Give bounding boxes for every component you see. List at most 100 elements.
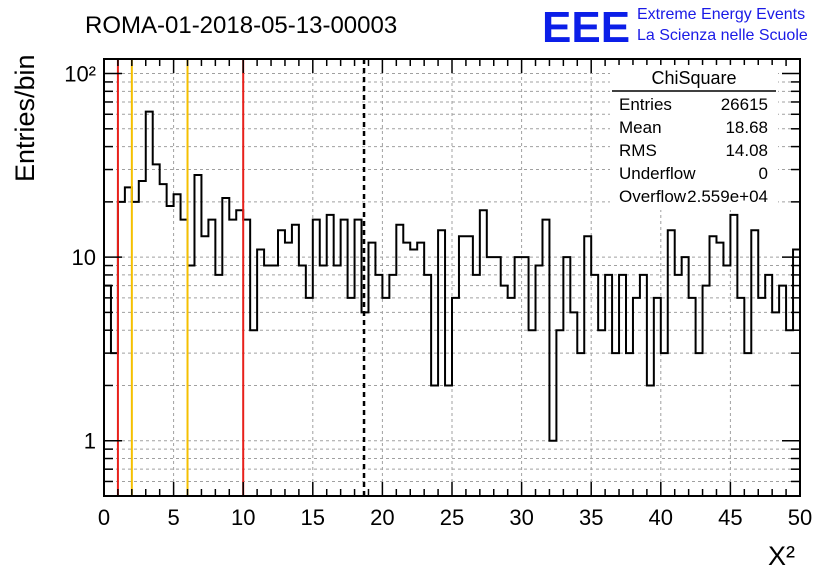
histogram-bin bbox=[772, 312, 779, 496]
histogram-bin bbox=[167, 206, 174, 496]
histogram-bin bbox=[375, 275, 382, 496]
histogram-bin bbox=[271, 266, 278, 496]
histogram-bin bbox=[549, 441, 556, 496]
histogram bbox=[104, 110, 800, 496]
histogram-bin bbox=[417, 243, 424, 496]
histogram-bin bbox=[654, 298, 661, 496]
histogram-bin bbox=[125, 187, 132, 496]
histogram-bin bbox=[758, 298, 765, 496]
histogram-bin bbox=[668, 230, 675, 496]
histogram-bin bbox=[689, 298, 696, 496]
histogram-bin bbox=[640, 275, 647, 496]
x-tick-label: 30 bbox=[509, 505, 533, 530]
histogram-bin bbox=[327, 215, 334, 496]
histogram-bin bbox=[201, 236, 208, 496]
histogram-bin bbox=[445, 385, 452, 496]
histogram-bin bbox=[779, 286, 786, 496]
histogram-bin bbox=[480, 210, 487, 496]
y-tick-label: 10² bbox=[64, 62, 96, 87]
x-axis-title: X² bbox=[768, 541, 795, 571]
histogram-bin bbox=[633, 298, 640, 496]
histogram-bin bbox=[229, 220, 236, 496]
histogram-bin bbox=[257, 250, 264, 496]
histogram-bin bbox=[139, 181, 146, 496]
histogram-bin bbox=[459, 236, 466, 496]
reference-lines bbox=[116, 59, 366, 496]
x-tick-label: 15 bbox=[301, 505, 325, 530]
histogram-bin bbox=[243, 220, 250, 496]
histogram-steps bbox=[104, 110, 800, 442]
histogram-bin bbox=[389, 275, 396, 496]
x-tick-label: 40 bbox=[649, 505, 673, 530]
y-tick-label: 10 bbox=[72, 245, 96, 270]
histogram-bin bbox=[710, 236, 717, 496]
eee-logo: EEE bbox=[542, 3, 630, 52]
histogram-bin bbox=[341, 220, 348, 496]
histogram-bin bbox=[675, 275, 682, 496]
eee-logo-line1: Extreme Energy Events bbox=[637, 6, 805, 23]
histogram-bin bbox=[396, 225, 403, 496]
axis-ticks: 0 5 10 15 20 25 30 35 40 45 50 1 10 10² bbox=[64, 59, 812, 530]
histogram-bin bbox=[174, 194, 181, 496]
stats-label-mean: Mean bbox=[619, 118, 662, 137]
histogram-bin bbox=[278, 230, 285, 496]
histogram-bin bbox=[334, 266, 341, 496]
x-tick-label: 10 bbox=[231, 505, 255, 530]
histogram-bin bbox=[737, 298, 744, 496]
histogram-bin bbox=[536, 266, 543, 496]
stats-label-rms: RMS bbox=[619, 141, 657, 160]
histogram-bin bbox=[723, 266, 730, 496]
y-axis-title: Entries/bin bbox=[10, 54, 40, 182]
histogram-bin bbox=[313, 220, 320, 496]
stats-value-mean: 18.68 bbox=[725, 118, 768, 137]
histogram-bin bbox=[515, 257, 522, 496]
stats-value-entries: 26615 bbox=[721, 95, 768, 114]
histogram-bin bbox=[208, 220, 215, 496]
histogram-bin bbox=[236, 210, 243, 496]
histogram-bin bbox=[382, 298, 389, 496]
histogram-bin bbox=[591, 275, 598, 496]
histogram-bin bbox=[619, 275, 626, 496]
histogram-bin bbox=[696, 353, 703, 496]
histogram-bin bbox=[501, 286, 508, 496]
histogram-bin bbox=[194, 175, 201, 496]
histogram-bin bbox=[716, 243, 723, 496]
histogram-bin bbox=[250, 330, 257, 496]
histogram-bin bbox=[188, 266, 195, 496]
histogram-bin bbox=[146, 112, 153, 496]
histogram-bin bbox=[598, 330, 605, 496]
histogram-bin bbox=[730, 215, 737, 496]
histogram-bin bbox=[542, 220, 549, 496]
run-title: ROMA-01-2018-05-13-00003 bbox=[85, 12, 397, 39]
histogram-bin bbox=[292, 225, 299, 496]
histogram-bin bbox=[111, 353, 118, 496]
histogram-bin bbox=[299, 266, 306, 496]
x-tick-label: 25 bbox=[440, 505, 464, 530]
histogram-bin bbox=[612, 353, 619, 496]
histogram-bin bbox=[487, 257, 494, 496]
histogram-bin bbox=[647, 385, 654, 496]
histogram-bin bbox=[522, 257, 529, 496]
histogram-bin bbox=[104, 286, 111, 496]
histogram-bin bbox=[584, 236, 591, 496]
stats-value-rms: 14.08 bbox=[725, 141, 768, 160]
histogram-bin bbox=[403, 243, 410, 496]
x-tick-label: 45 bbox=[718, 505, 742, 530]
histogram-bin bbox=[570, 312, 577, 496]
histogram-bin bbox=[264, 266, 271, 496]
histogram-bin bbox=[563, 257, 570, 496]
x-tick-label: 35 bbox=[579, 505, 603, 530]
histogram-bin bbox=[765, 275, 772, 496]
histogram-bin bbox=[431, 385, 438, 496]
histogram-bin bbox=[605, 275, 612, 496]
stats-label-overflow: Overflow bbox=[619, 187, 687, 206]
histogram-bin bbox=[529, 330, 536, 496]
histogram-bin bbox=[577, 353, 584, 496]
histogram-bin bbox=[786, 330, 793, 496]
histogram-bin bbox=[466, 236, 473, 496]
stats-box: ChiSquare Entries 26615 Mean 18.68 RMS 1… bbox=[610, 65, 778, 210]
histogram-bin bbox=[508, 298, 515, 496]
histogram-bin bbox=[473, 275, 480, 496]
histogram-bin bbox=[132, 202, 139, 496]
